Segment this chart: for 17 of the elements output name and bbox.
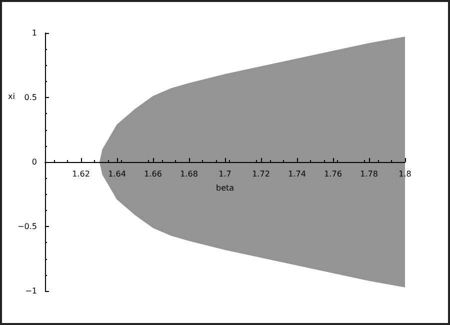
y-tick-label: 0	[32, 158, 37, 166]
y-tick-label: −0.5	[18, 222, 37, 231]
y-axis-title: xi	[8, 92, 15, 101]
x-axis-title: beta	[216, 184, 234, 192]
y-tick-label: 1	[32, 28, 37, 38]
x-tick-label: 1.62	[72, 170, 90, 178]
x-tick-label: 1.74	[288, 170, 306, 178]
x-tick-label: 1.76	[324, 170, 342, 178]
y-tick-label: 0.5	[24, 93, 37, 102]
x-tick-label: 1.68	[180, 170, 198, 178]
x-tick-label: 1.72	[252, 170, 270, 178]
x-tick-label: 1.64	[108, 170, 126, 178]
x-tick-label: 1.7	[218, 170, 232, 178]
x-tick-label: 1.66	[144, 170, 162, 178]
y-tick-label: −1	[25, 286, 37, 296]
x-tick-label: 1.78	[360, 170, 378, 178]
x-tick-label: 1.8	[398, 170, 412, 178]
